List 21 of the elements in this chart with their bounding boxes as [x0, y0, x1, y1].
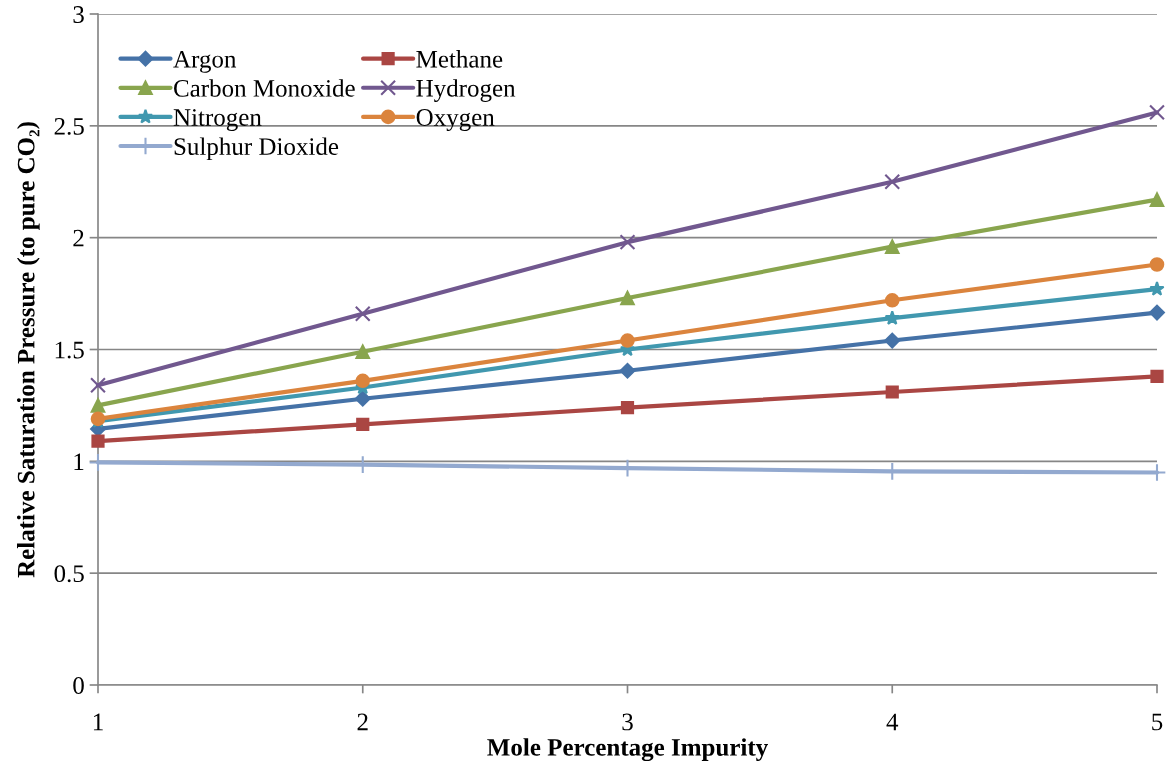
x-tick-label: 5 — [1152, 713, 1163, 731]
x-axis-title: Mole Percentage Impurity — [487, 738, 768, 762]
legend-label: Methane — [416, 50, 503, 68]
y-tick-label: 2 — [73, 229, 84, 247]
y-tick-label: 0.5 — [54, 565, 84, 583]
x-tick-label: 2 — [357, 713, 368, 731]
legend-label: Argon — [173, 50, 237, 73]
x-tick-label: 4 — [886, 713, 899, 731]
legend-label: Oxygen — [416, 109, 495, 132]
x-tick-label: 3 — [622, 713, 633, 731]
x-tick-label: 1 — [93, 713, 103, 731]
legend-label: Nitrogen — [173, 109, 262, 132]
y-tick-label: 2.5 — [54, 117, 84, 135]
y-tick-label: 1 — [74, 453, 84, 471]
y-tick-label: 3 — [73, 6, 84, 23]
legend-label: Hydrogen — [416, 79, 516, 102]
y-axis-title: Relative Saturation Pressure (to pure CO₂) — [16, 122, 40, 578]
y-tick-label: 1.5 — [55, 341, 84, 359]
legend-label: Sulphur Dioxide — [174, 137, 339, 161]
legend-label: Carbon Monoxide — [174, 79, 355, 97]
y-tick-label: 0 — [73, 677, 84, 694]
